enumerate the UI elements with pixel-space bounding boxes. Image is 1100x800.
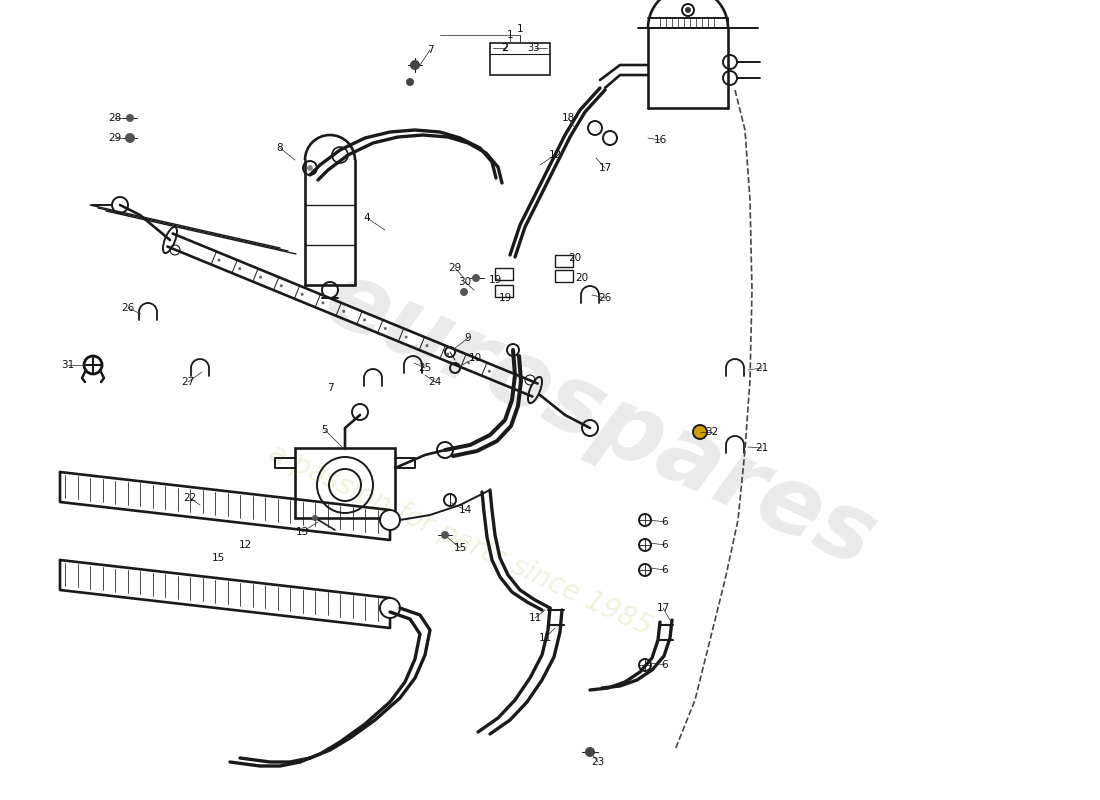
- Text: 23: 23: [592, 757, 605, 767]
- Text: 16: 16: [653, 135, 667, 145]
- Bar: [495, 285, 513, 297]
- Circle shape: [379, 510, 400, 530]
- Text: 4: 4: [364, 213, 371, 223]
- Circle shape: [239, 267, 241, 270]
- Circle shape: [300, 293, 304, 296]
- Text: 10: 10: [469, 353, 482, 363]
- Text: 12: 12: [549, 150, 562, 160]
- Text: 30: 30: [459, 277, 472, 287]
- Text: 6: 6: [662, 517, 669, 527]
- Text: 3: 3: [531, 43, 538, 53]
- Circle shape: [342, 310, 345, 313]
- Text: 1: 1: [507, 30, 514, 40]
- Text: 11: 11: [538, 633, 551, 643]
- Circle shape: [126, 114, 134, 122]
- Text: 15: 15: [453, 543, 466, 553]
- Circle shape: [472, 274, 480, 282]
- Text: 5: 5: [321, 425, 328, 435]
- Bar: [556, 255, 573, 267]
- Circle shape: [406, 78, 414, 86]
- Circle shape: [279, 284, 283, 287]
- Text: 17: 17: [598, 163, 612, 173]
- Text: 17: 17: [657, 603, 670, 613]
- Text: 27: 27: [182, 377, 195, 387]
- Circle shape: [468, 362, 470, 364]
- Circle shape: [585, 747, 595, 757]
- Bar: [495, 268, 513, 280]
- Circle shape: [125, 133, 135, 143]
- Text: 21: 21: [756, 363, 769, 373]
- Circle shape: [460, 288, 467, 296]
- Text: 14: 14: [459, 505, 472, 515]
- Text: 7: 7: [427, 45, 433, 55]
- Circle shape: [441, 531, 449, 539]
- Text: 26: 26: [121, 303, 134, 313]
- Text: 2: 2: [502, 43, 508, 53]
- Text: 3: 3: [527, 43, 534, 53]
- Circle shape: [426, 344, 429, 347]
- Text: 29: 29: [449, 263, 462, 273]
- Circle shape: [447, 353, 449, 356]
- Bar: [490, 43, 550, 75]
- Circle shape: [685, 7, 691, 13]
- Circle shape: [307, 165, 314, 171]
- Text: 6: 6: [662, 540, 669, 550]
- Text: 24: 24: [428, 377, 441, 387]
- Text: 25: 25: [418, 363, 431, 373]
- Text: 28: 28: [109, 113, 122, 123]
- Circle shape: [379, 598, 400, 618]
- Text: eurospares: eurospares: [310, 252, 890, 588]
- Text: 8: 8: [277, 143, 284, 153]
- Text: 21: 21: [756, 443, 769, 453]
- Circle shape: [693, 425, 707, 439]
- Text: 31: 31: [62, 360, 75, 370]
- Text: 18: 18: [561, 113, 574, 123]
- Text: 13: 13: [296, 527, 309, 537]
- Text: 1: 1: [517, 24, 524, 34]
- Text: 9: 9: [464, 333, 471, 343]
- Text: 20: 20: [569, 253, 582, 263]
- Text: a passion for parts since 1985: a passion for parts since 1985: [264, 438, 656, 642]
- Circle shape: [312, 515, 318, 521]
- Text: 19: 19: [488, 275, 502, 285]
- Circle shape: [321, 302, 324, 304]
- Text: 32: 32: [705, 427, 718, 437]
- Circle shape: [384, 327, 387, 330]
- Text: 6: 6: [662, 565, 669, 575]
- Text: 26: 26: [598, 293, 612, 303]
- Text: 15: 15: [211, 553, 224, 563]
- Text: 29: 29: [109, 133, 122, 143]
- Bar: [556, 270, 573, 282]
- Text: 20: 20: [575, 273, 589, 283]
- Text: 11: 11: [528, 613, 541, 623]
- Text: 7: 7: [327, 383, 333, 393]
- Circle shape: [405, 335, 408, 338]
- Circle shape: [218, 258, 220, 262]
- Text: 2: 2: [502, 43, 508, 53]
- Circle shape: [258, 276, 262, 278]
- Circle shape: [488, 370, 491, 373]
- Text: 12: 12: [239, 540, 252, 550]
- Text: 6: 6: [662, 660, 669, 670]
- Text: 22: 22: [184, 493, 197, 503]
- Circle shape: [410, 60, 420, 70]
- Bar: [295, 448, 395, 518]
- Circle shape: [363, 318, 366, 322]
- Text: 19: 19: [498, 293, 512, 303]
